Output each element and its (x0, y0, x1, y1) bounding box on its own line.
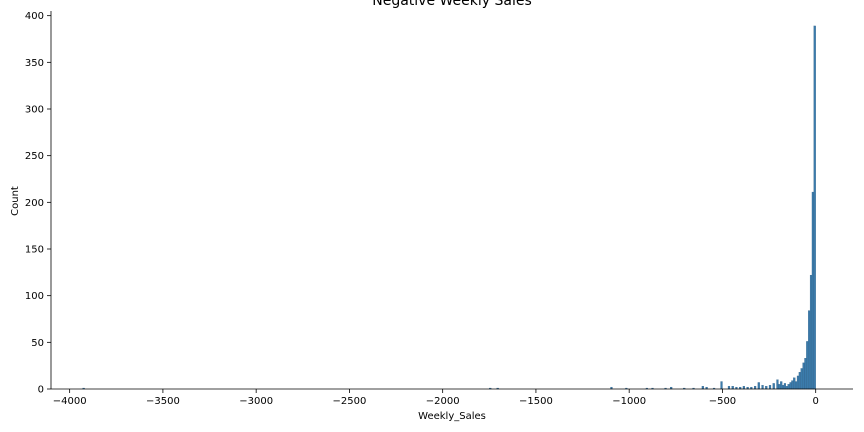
y-tick-label: 50 (31, 338, 44, 349)
x-tick-label: −2000 (426, 396, 460, 407)
histogram-bar (800, 368, 803, 390)
histogram-bar (811, 191, 814, 390)
histogram-bar (761, 385, 764, 390)
x-axis-label: Weekly_Sales (418, 411, 486, 422)
y-tick-label: 200 (25, 198, 44, 209)
histogram-bar (742, 386, 745, 390)
histogram-bar (776, 379, 779, 390)
histogram-bar (806, 341, 809, 390)
histogram-bar (783, 383, 787, 390)
y-tick-label: 250 (25, 151, 44, 162)
histogram-bar (772, 383, 775, 390)
y-tick-label: 100 (25, 291, 44, 302)
histogram-bar (731, 386, 734, 390)
x-tick-label: −2500 (333, 396, 367, 407)
histogram-bar (813, 25, 816, 390)
y-ticks-group: 0 50 100 150 200 250 300 350 400 (25, 11, 51, 396)
histogram-bar (757, 382, 760, 390)
histogram-bar (787, 384, 790, 390)
y-tick-label: 350 (25, 58, 44, 69)
y-tick-label: 400 (25, 11, 44, 22)
histogram-bar (809, 274, 813, 390)
y-tick-label: 150 (25, 245, 44, 256)
x-tick-label: −3000 (239, 396, 273, 407)
histogram-bar (720, 381, 723, 390)
histogram-bar (781, 385, 785, 390)
x-tick-label: 0 (813, 396, 819, 407)
chart-title: Negative Weekly Sales (372, 0, 532, 9)
bars-group (82, 25, 816, 390)
histogram-bar (798, 372, 801, 390)
histogram-bar (765, 386, 768, 390)
x-tick-label: −4000 (53, 396, 87, 407)
histogram-bar (795, 381, 798, 390)
histogram-bar (785, 386, 788, 390)
histogram-bar (701, 386, 704, 390)
histogram-bar (793, 377, 796, 390)
histogram-bar (778, 384, 781, 390)
histogram-bar (789, 382, 792, 390)
histogram-bar (727, 386, 731, 390)
y-tick-label: 0 (38, 385, 44, 396)
x-tick-label: −1500 (519, 396, 553, 407)
histogram-bar (791, 380, 794, 390)
x-tick-label: −3500 (146, 396, 180, 407)
y-tick-label: 300 (25, 105, 44, 116)
y-axis-label: Count (10, 186, 21, 216)
x-tick-label: −500 (709, 396, 736, 407)
histogram-bar (768, 385, 772, 390)
x-tick-label: −1000 (612, 396, 646, 407)
histogram-bar (802, 362, 805, 390)
histogram-bar (808, 310, 811, 390)
histogram-bar (796, 375, 800, 390)
x-ticks-group: −4000 −3500 −3000 −2500 −2000 −1500 −1000 −500 0 (53, 389, 819, 407)
histogram-bar (804, 358, 807, 390)
histogram-bar (754, 386, 757, 390)
histogram-bar (780, 381, 783, 390)
